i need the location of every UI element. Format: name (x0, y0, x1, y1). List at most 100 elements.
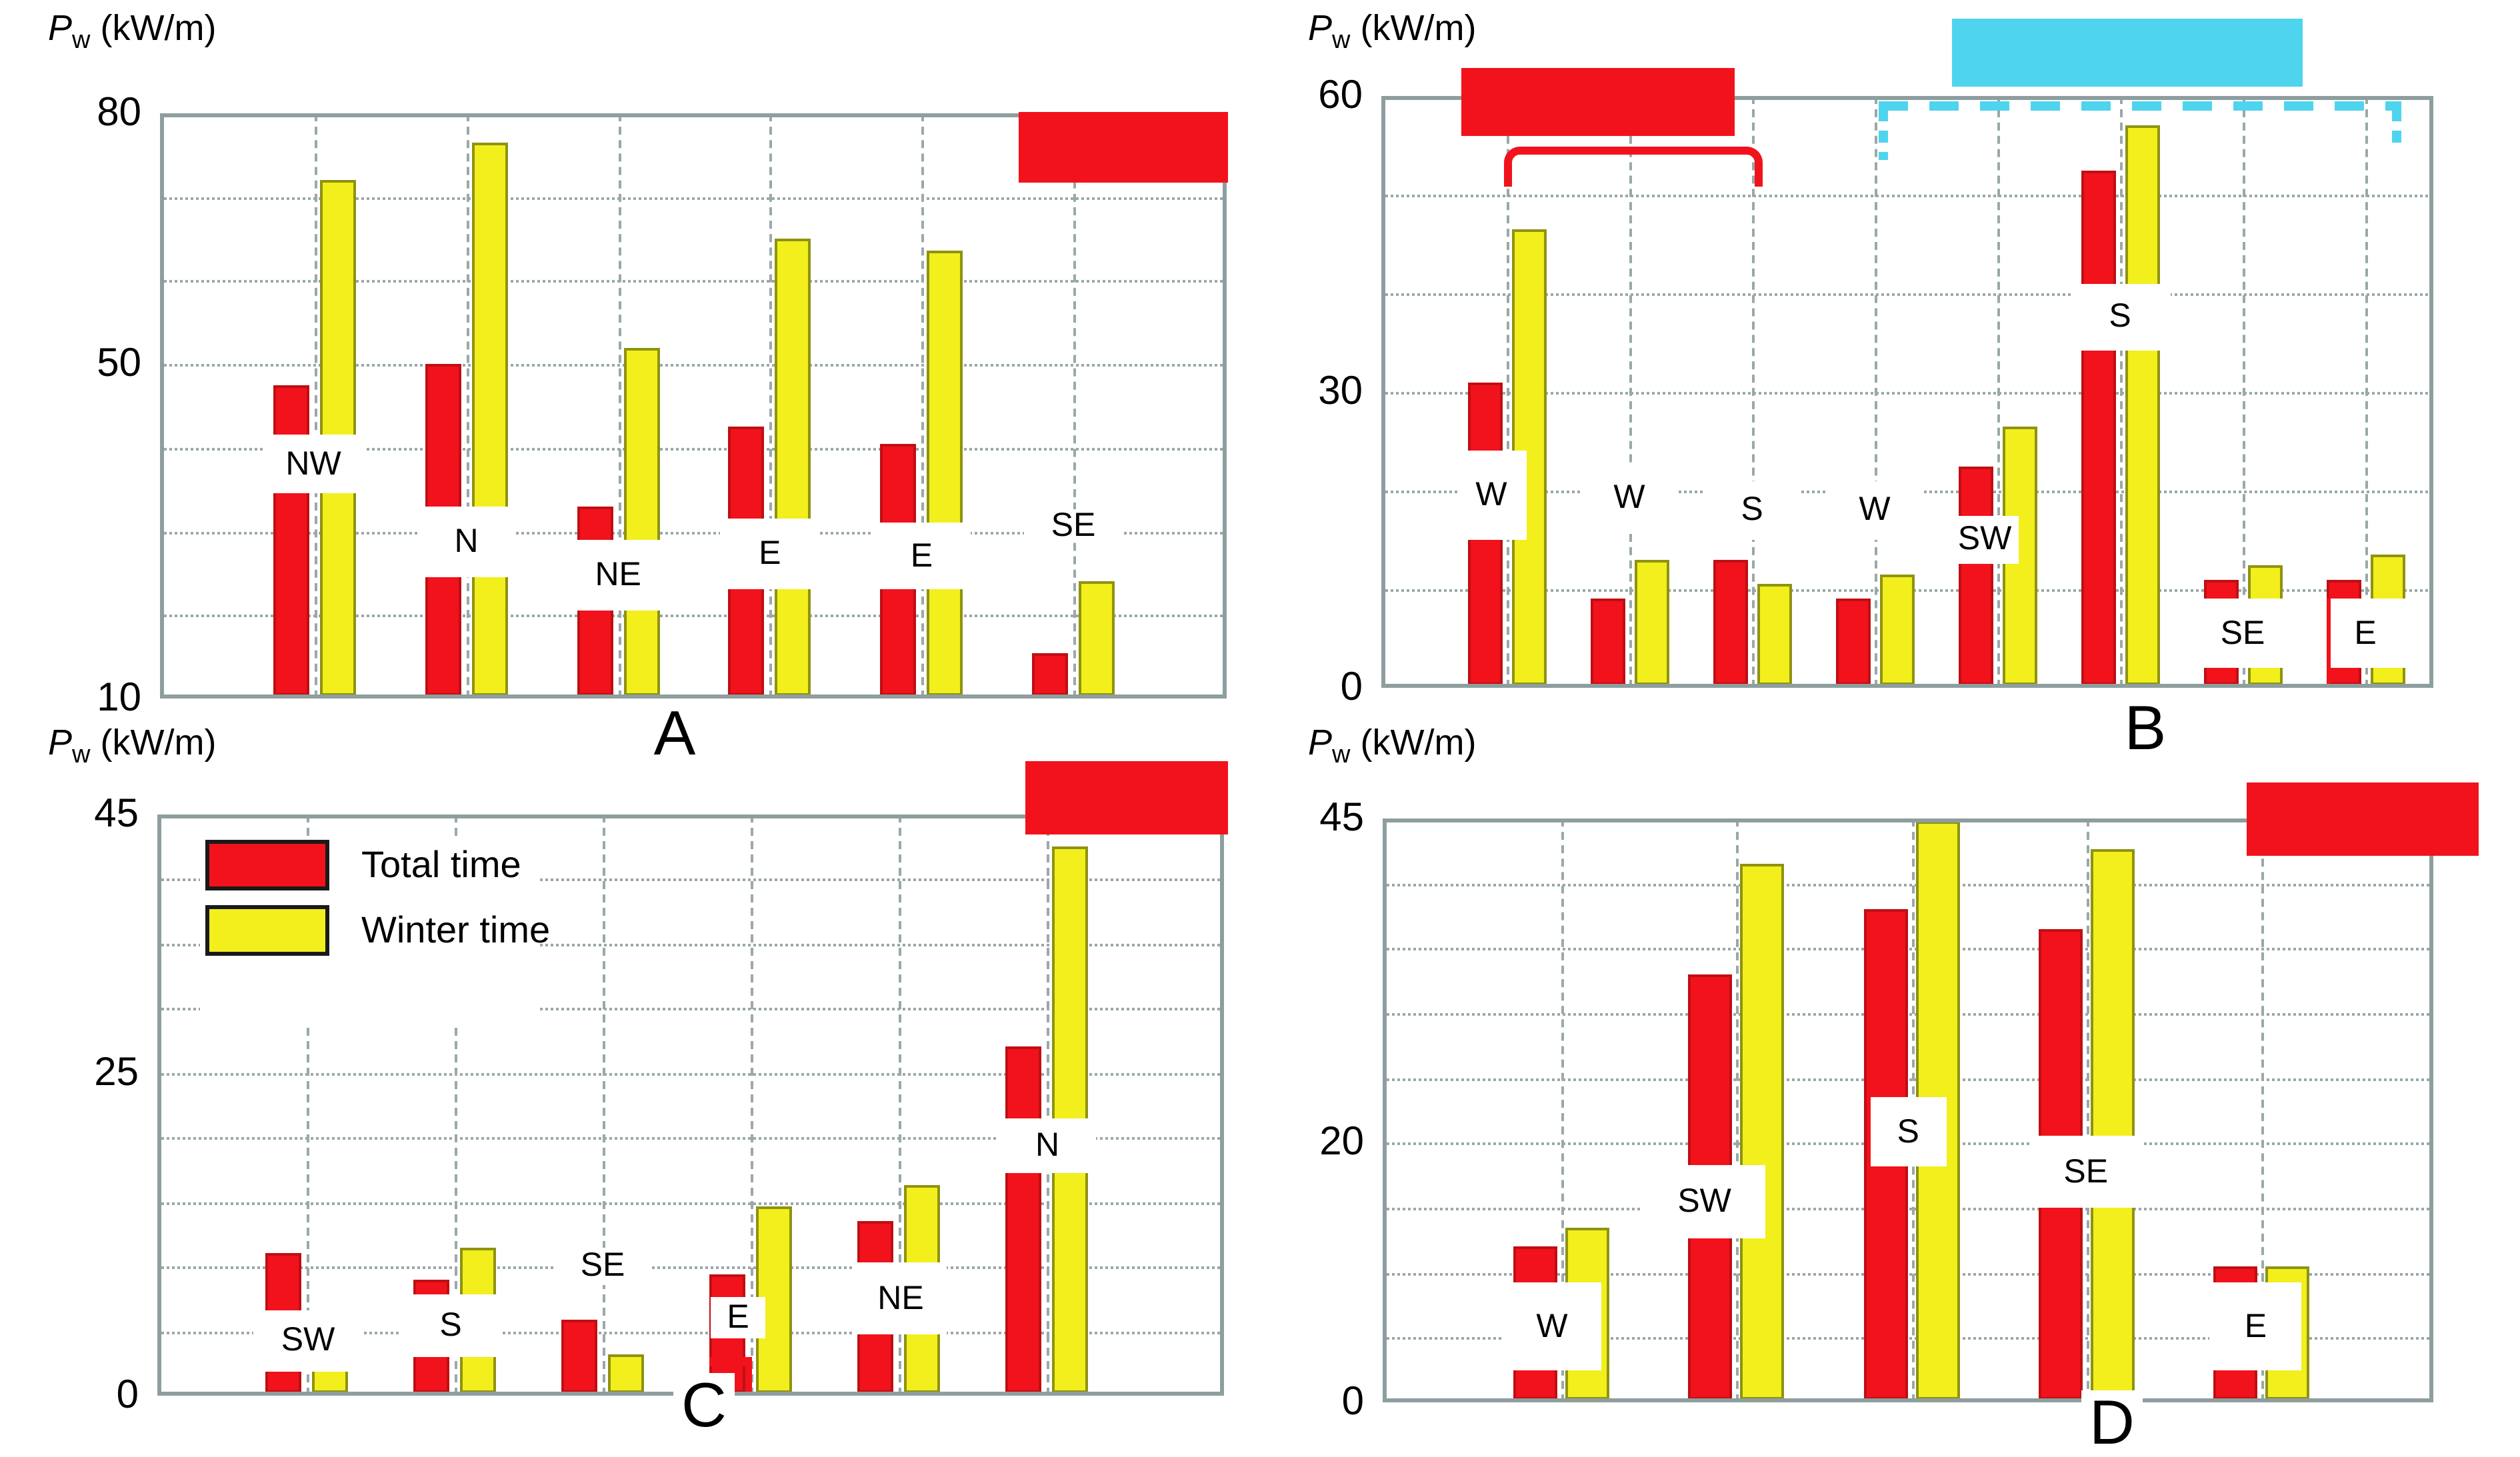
bar-winter-time (623, 347, 660, 696)
direction-label: SE (553, 1246, 652, 1285)
y-axis-tick-label: 30 (1318, 369, 1363, 413)
bar-total-time (2081, 170, 2115, 685)
redaction-box-cyan (1952, 19, 2303, 87)
panel-letter: C (673, 1373, 735, 1436)
y-axis-tick-label: 0 (1340, 665, 1363, 709)
y-axis-tick-label: 45 (1319, 796, 1364, 840)
y-axis-title: Pw (kW/m) (48, 723, 217, 769)
bar-total-time (561, 1319, 597, 1393)
panel-letter: B (2124, 692, 2167, 762)
y-axis-tick-label: 0 (1341, 1380, 1364, 1424)
bar-total-time (1032, 653, 1068, 696)
bar-total-time (1958, 466, 1993, 685)
gridline-horizontal (157, 943, 1224, 946)
gridline-horizontal (160, 197, 1227, 200)
legend-label: Winter time (361, 909, 551, 950)
bar-total-time (1713, 559, 1747, 685)
y-axis-tick-label: 25 (94, 1050, 139, 1094)
redaction-box-red (1019, 112, 1228, 183)
gridline-vertical (1507, 96, 1509, 688)
gridline-horizontal (157, 1008, 1224, 1011)
direction-label: SW (253, 1310, 363, 1372)
y-axis-tick-label: 80 (97, 91, 141, 135)
bracket-cyan-dashed (1879, 101, 2401, 111)
bracket-cyan-tick-right (2392, 109, 2401, 149)
direction-label: W (1582, 466, 1677, 531)
y-axis-tick-label: 60 (1318, 73, 1363, 117)
gridline-vertical (769, 113, 773, 699)
gridline-vertical (2086, 818, 2089, 1402)
gridline-horizontal (1383, 883, 2433, 886)
direction-label: NE (569, 539, 668, 611)
direction-label: W (1503, 1282, 1601, 1370)
gridline-horizontal (157, 1137, 1224, 1140)
gridline-horizontal (160, 531, 1227, 535)
bracket-red (1504, 147, 1763, 187)
gridline-vertical (618, 113, 621, 699)
gridline-horizontal (1383, 1013, 2433, 1016)
gridline-vertical (455, 814, 457, 1396)
gridline-horizontal (160, 447, 1227, 451)
gridline-horizontal (157, 1072, 1224, 1076)
bracket-cyan-tick-left (1879, 109, 1888, 160)
direction-label: W (1827, 481, 1922, 540)
gridline-vertical (1997, 96, 2000, 688)
gridline-vertical (1073, 113, 1076, 699)
direction-label: E (720, 519, 819, 590)
legend: Total time Winter time (200, 837, 550, 1024)
bar-total-time (1005, 1046, 1041, 1393)
y-axis-title: Pw (kW/m) (1308, 723, 1477, 769)
gridline-horizontal (160, 280, 1227, 283)
gridline-vertical (603, 814, 605, 1396)
gridline-horizontal (1383, 948, 2433, 951)
direction-label: N (417, 506, 516, 578)
gridline-horizontal (1381, 195, 2433, 197)
gridline-horizontal (157, 1202, 1224, 1205)
bar-winter-time (1757, 584, 1791, 685)
gridline-horizontal (157, 878, 1224, 882)
direction-label: E (872, 523, 971, 590)
gridline-vertical (2261, 818, 2265, 1402)
bar-winter-time (1740, 864, 1785, 1400)
direction-label: W (1457, 451, 1526, 540)
direction-label: SE (1024, 507, 1123, 545)
gridline-vertical (751, 814, 753, 1396)
direction-label: E (2318, 599, 2413, 669)
direction-label: S (1870, 1097, 1947, 1166)
gridline-vertical (921, 113, 925, 699)
bar-winter-time (2090, 849, 2135, 1400)
panel-b: Pw (kW/m) W W S W SW S SE E 60 30 0 B (1260, 0, 2520, 758)
gridline-horizontal (1381, 293, 2433, 296)
y-axis-tick-label: 45 (94, 792, 139, 836)
bar-winter-time (1879, 574, 1914, 685)
bar-total-time (1835, 599, 1870, 685)
panel-letter: A (653, 697, 696, 768)
direction-label: E (2209, 1282, 2302, 1370)
legend-row: Winter time (205, 905, 550, 956)
direction-label: NW (263, 435, 364, 494)
direction-label: SW (1643, 1164, 1766, 1239)
y-axis-tick-label: 0 (116, 1373, 139, 1417)
y-axis-tick-label: 50 (97, 341, 141, 386)
y-axis-title: Pw (kW/m) (1308, 8, 1477, 55)
gridline-horizontal (160, 364, 1227, 367)
direction-label: S (2070, 283, 2170, 351)
gridline-vertical (2120, 96, 2123, 688)
bar-winter-time (775, 239, 811, 696)
gridline-vertical (466, 113, 469, 699)
legend-label: Total time (361, 844, 521, 885)
bar-total-time (1590, 599, 1625, 685)
gridline-vertical (307, 814, 309, 1396)
direction-label: S (1705, 481, 1799, 540)
panel-a: Pw (kW/m) NW N NE E E SE 80 50 10 A (0, 0, 1260, 764)
legend-swatch-winter-time (205, 905, 329, 956)
legend-swatch-total-time (205, 840, 329, 890)
gridline-horizontal (1383, 1208, 2433, 1210)
gridline-horizontal (1381, 392, 2433, 395)
bar-winter-time (471, 142, 508, 696)
direction-label: S (399, 1294, 503, 1357)
redaction-box-red (1025, 761, 1228, 834)
legend-row: Total time (205, 840, 521, 890)
gridline-horizontal (1383, 1272, 2433, 1276)
